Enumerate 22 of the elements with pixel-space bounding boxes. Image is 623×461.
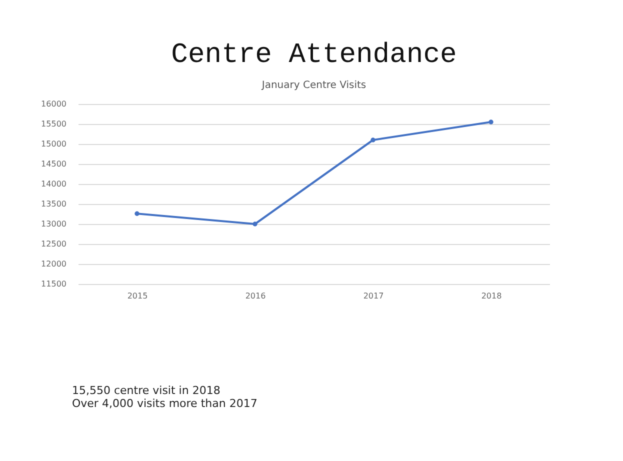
- y-tick-label: 13000: [41, 220, 66, 228]
- x-tick-label: 2017: [363, 292, 384, 300]
- y-tick-label: 12000: [41, 260, 66, 268]
- y-tick-label: 12500: [41, 240, 66, 248]
- y-tick-label: 15500: [41, 120, 66, 128]
- y-tick-label: 15000: [41, 140, 66, 148]
- point: [488, 120, 494, 124]
- point: [370, 138, 376, 142]
- x-tick-label: 2015: [127, 292, 148, 300]
- point: [134, 211, 140, 216]
- y-tick-label: 14000: [41, 180, 66, 188]
- chart-subtitle: January Centre Visits: [260, 80, 366, 91]
- y-tick-label: 13500: [41, 200, 66, 208]
- y-tick-label: 14500: [41, 160, 66, 168]
- point: [252, 222, 258, 226]
- text: Over 4,000 visits more than 2017: [72, 397, 258, 410]
- text: 15,550 centre visit in 2018: [72, 384, 222, 397]
- x-tick-label: 2018: [481, 292, 502, 300]
- y-tick-label: 16000: [41, 100, 66, 108]
- x-tick-label: 2016: [245, 292, 266, 300]
- chart-title: Centre Attendance: [171, 40, 457, 71]
- y-tick-label: 11500: [41, 280, 66, 288]
